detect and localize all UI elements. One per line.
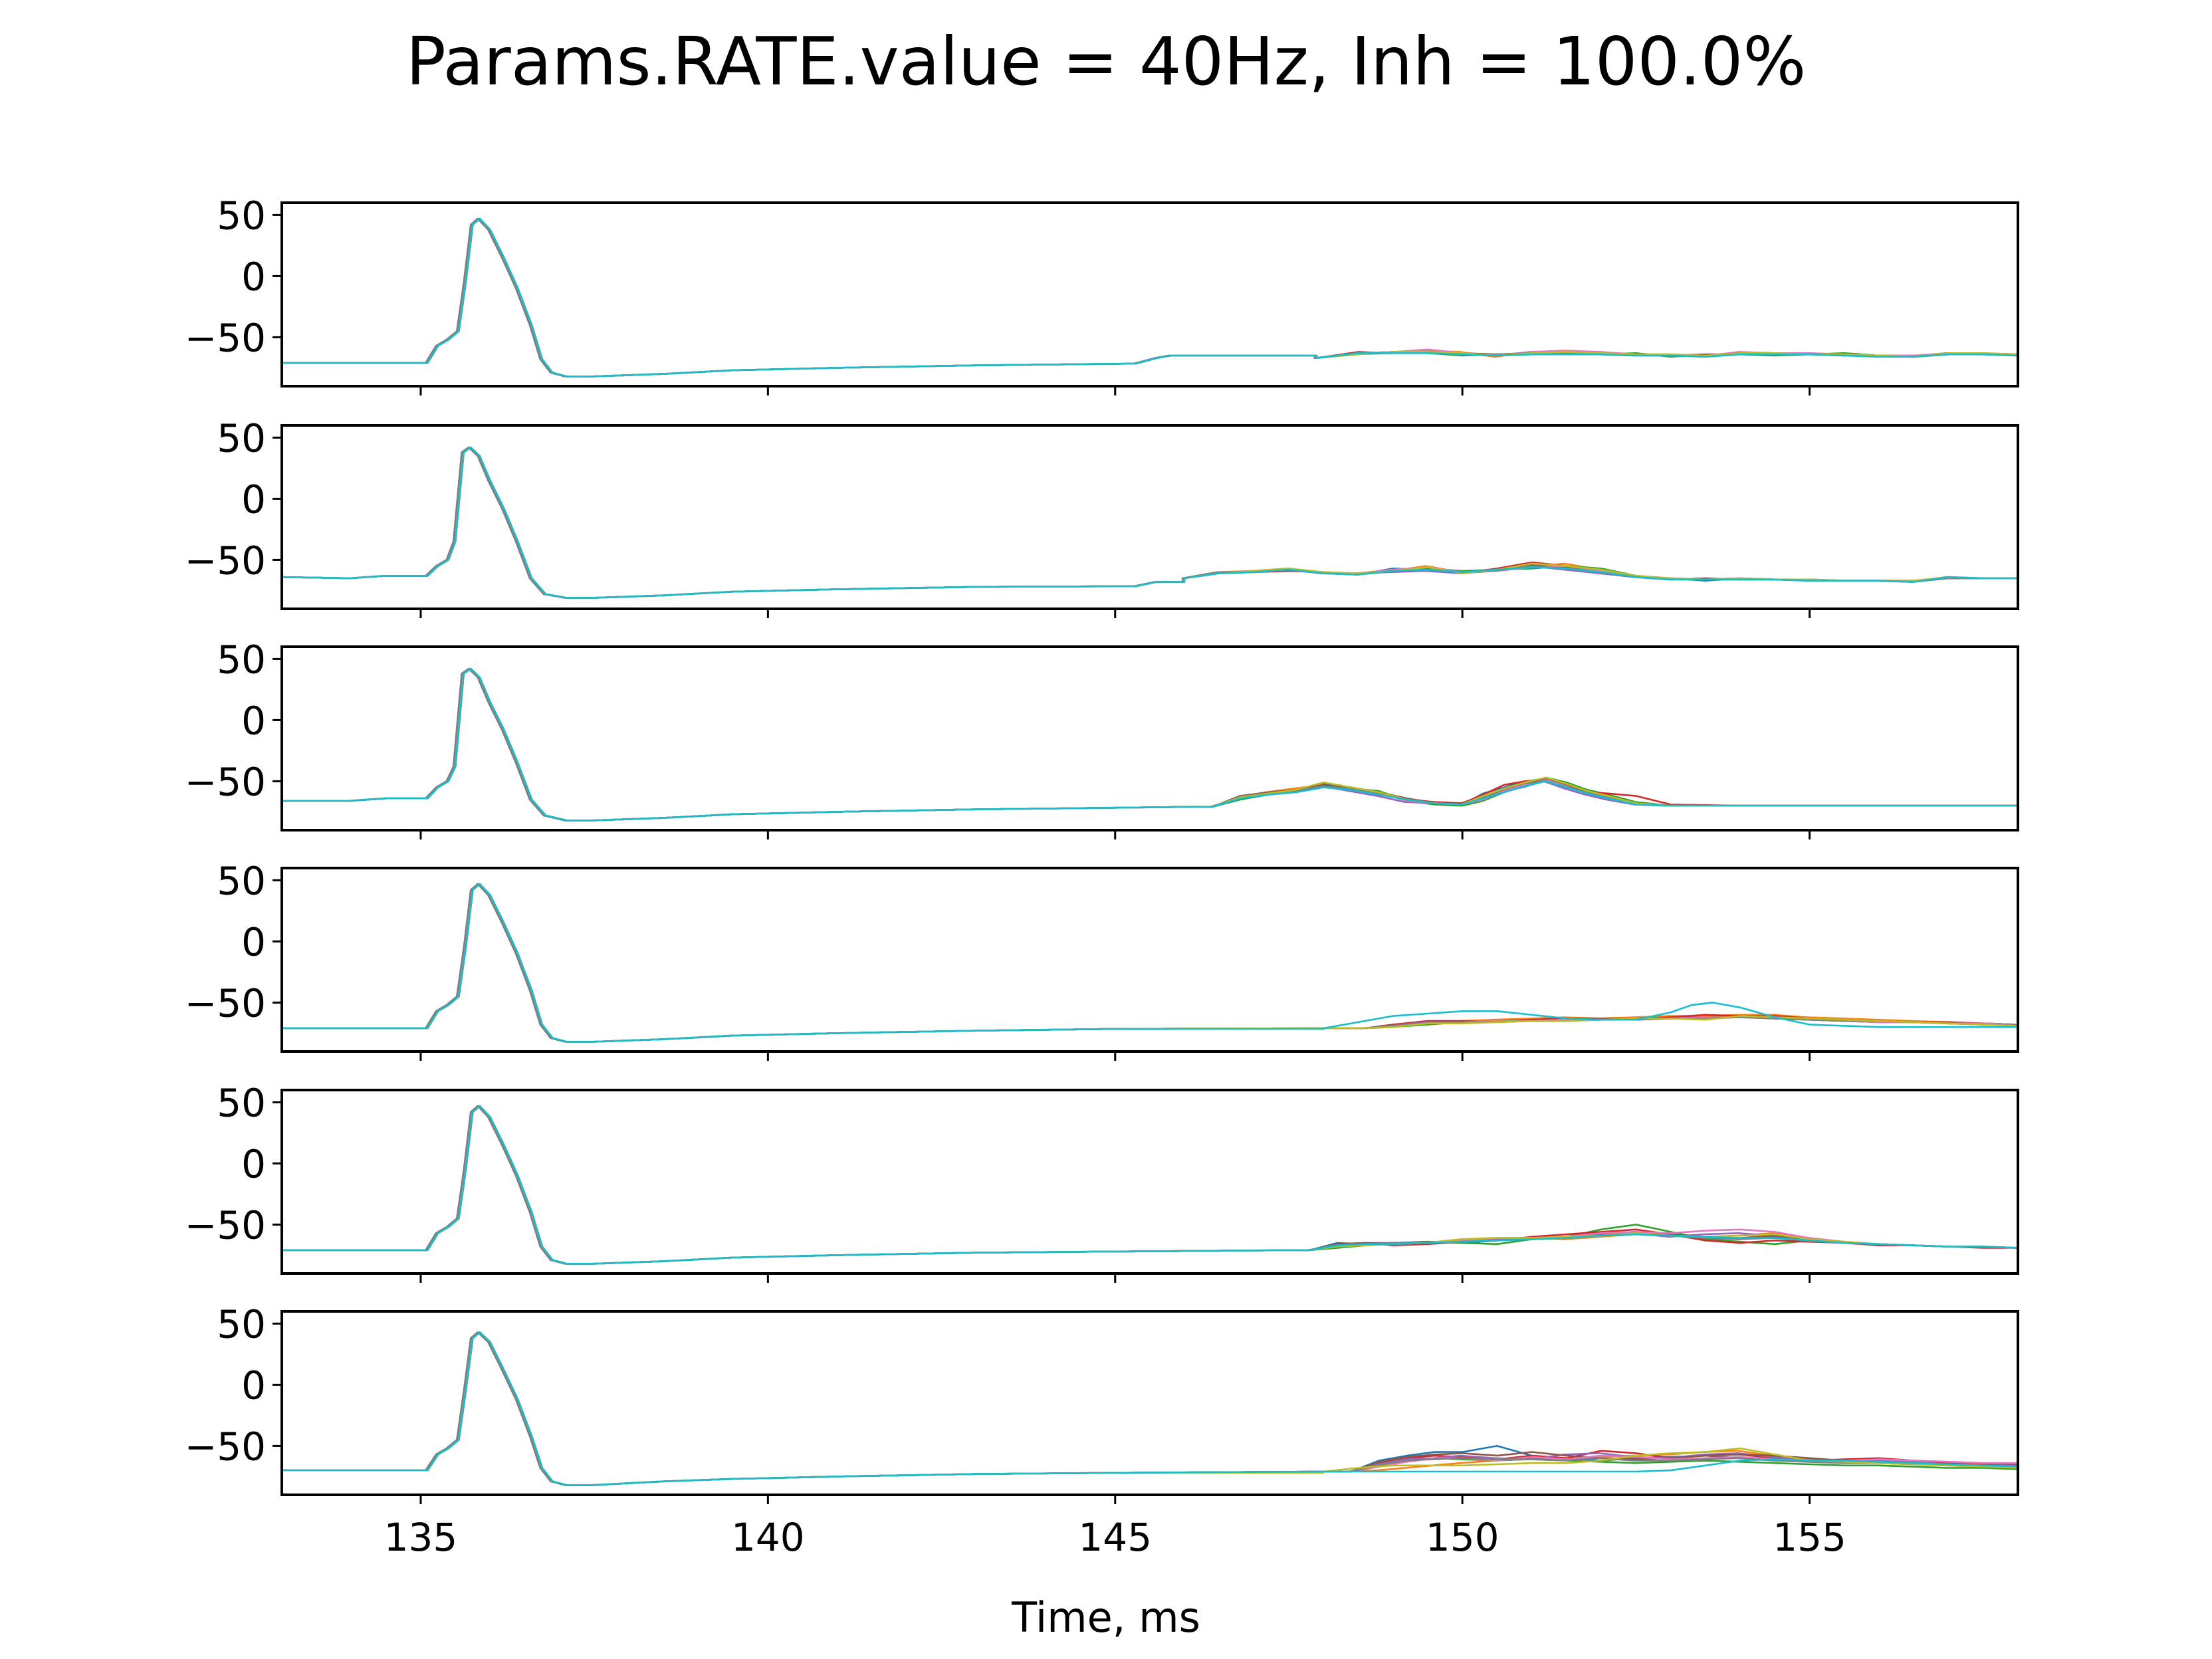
y-tick-label: 50 bbox=[217, 858, 266, 903]
series-line-2 bbox=[282, 667, 2017, 822]
subplot-6: 50 0 −50 135 140 145 150 155 bbox=[185, 1301, 2019, 1560]
trace-group bbox=[282, 1331, 2018, 1486]
subplot-1: 50 0 −50 bbox=[185, 193, 2019, 395]
series-line-8 bbox=[282, 446, 2017, 599]
series-line-6 bbox=[282, 1105, 2018, 1265]
series-line-10 bbox=[282, 667, 2018, 822]
subplot-stack: 50 0 −50 50 0 −50 50 0 −50 50 0 −50 50 0 −50 50 0 −50 135 1… bbox=[185, 193, 2019, 1560]
trace-group bbox=[282, 667, 2018, 822]
series-line-10 bbox=[282, 446, 2018, 599]
series-line-10 bbox=[282, 883, 2018, 1043]
y-tick-label: 0 bbox=[241, 698, 266, 743]
series-line-4 bbox=[282, 446, 2018, 599]
series-line-9 bbox=[282, 217, 2018, 378]
y-tick-label: −50 bbox=[185, 759, 266, 804]
axes-frame bbox=[280, 645, 2019, 831]
series-line-3 bbox=[282, 1105, 2018, 1265]
subplot-3: 50 0 −50 bbox=[185, 637, 2019, 839]
series-line-7 bbox=[282, 446, 2018, 599]
y-tick-label: 50 bbox=[217, 637, 266, 682]
trace-group bbox=[282, 883, 2018, 1043]
series-line-9 bbox=[282, 667, 2018, 822]
series-line-9 bbox=[282, 446, 2018, 599]
trace-group bbox=[282, 217, 2018, 378]
y-tick-label: 0 bbox=[241, 254, 266, 299]
series-line-1 bbox=[282, 1105, 2018, 1265]
series-line-8 bbox=[282, 667, 2017, 822]
subplot-5: 50 0 −50 bbox=[185, 1080, 2019, 1283]
x-tick-label: 145 bbox=[1078, 1515, 1152, 1560]
series-line-7 bbox=[282, 667, 2018, 822]
series-line-3 bbox=[282, 667, 2018, 822]
x-tick-label: 150 bbox=[1426, 1515, 1499, 1560]
y-tick-label: 0 bbox=[241, 1363, 266, 1408]
subplot-4: 50 0 −50 bbox=[185, 858, 2019, 1061]
series-line-6 bbox=[282, 667, 2018, 822]
trace-group bbox=[282, 1105, 2018, 1265]
y-tick-label: −50 bbox=[185, 538, 266, 583]
y-tick-label: 0 bbox=[241, 1141, 266, 1186]
series-line-10 bbox=[282, 1331, 2018, 1486]
y-tick-label: 0 bbox=[241, 477, 266, 522]
y-tick-label: 0 bbox=[241, 919, 266, 964]
series-line-4 bbox=[282, 1105, 2018, 1265]
series-line-10 bbox=[282, 217, 2018, 378]
axes-frame bbox=[280, 867, 2019, 1053]
axes-frame bbox=[280, 201, 2019, 387]
axes-frame bbox=[280, 424, 2019, 610]
y-tick-label: −50 bbox=[185, 980, 266, 1026]
series-line-10 bbox=[282, 1105, 2018, 1265]
axes-frame bbox=[280, 1310, 2019, 1496]
series-line-3 bbox=[282, 1331, 2018, 1486]
series-line-5 bbox=[282, 667, 2017, 822]
series-line-2 bbox=[282, 446, 2017, 599]
y-tick-label: 50 bbox=[217, 1301, 266, 1347]
x-axis-label: Time, ms bbox=[1011, 1593, 1200, 1642]
x-tick-label: 140 bbox=[731, 1515, 805, 1560]
axes-frame bbox=[280, 1089, 2019, 1275]
y-tick-label: −50 bbox=[185, 1424, 266, 1469]
series-line-1 bbox=[282, 667, 2018, 822]
x-tick-label: 155 bbox=[1773, 1515, 1846, 1560]
series-line-1 bbox=[282, 446, 2018, 599]
y-tick-label: 50 bbox=[217, 1080, 266, 1125]
series-line-4 bbox=[282, 667, 2018, 822]
trace-group bbox=[282, 446, 2018, 599]
series-line-5 bbox=[282, 446, 2017, 599]
series-line-3 bbox=[282, 446, 2018, 599]
chart-title: Params.RATE.value = 40Hz, Inh = 100.0% bbox=[406, 23, 1807, 100]
y-tick-label: −50 bbox=[185, 315, 266, 360]
series-line-7 bbox=[282, 1105, 2018, 1265]
x-tick-label: 135 bbox=[384, 1515, 458, 1560]
subplot-2: 50 0 −50 bbox=[185, 415, 2019, 618]
series-line-6 bbox=[282, 446, 2018, 599]
series-line-9 bbox=[282, 1105, 2018, 1265]
y-tick-label: −50 bbox=[185, 1202, 266, 1248]
y-tick-label: 50 bbox=[217, 415, 266, 461]
y-tick-label: 50 bbox=[217, 193, 266, 238]
